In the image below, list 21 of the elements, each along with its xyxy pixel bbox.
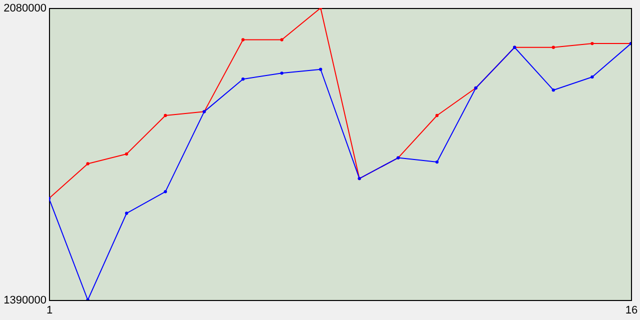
point [590,42,594,46]
point [590,75,594,79]
point [435,160,439,164]
y-tick-label: 2080000 [4,2,46,14]
point [241,78,245,81]
point [164,190,167,194]
line-series [49,42,631,300]
x-tick-label: 1 [46,304,53,316]
point [164,114,167,118]
point [86,162,90,166]
point [552,46,555,49]
point [125,152,128,156]
point [241,38,245,42]
point [125,212,128,215]
point [435,114,439,118]
point [280,38,284,42]
y-tick-label: 1390000 [4,294,46,306]
point [552,88,555,92]
x-tick-label: 16 [625,304,638,316]
point [319,68,322,71]
point [280,72,284,75]
